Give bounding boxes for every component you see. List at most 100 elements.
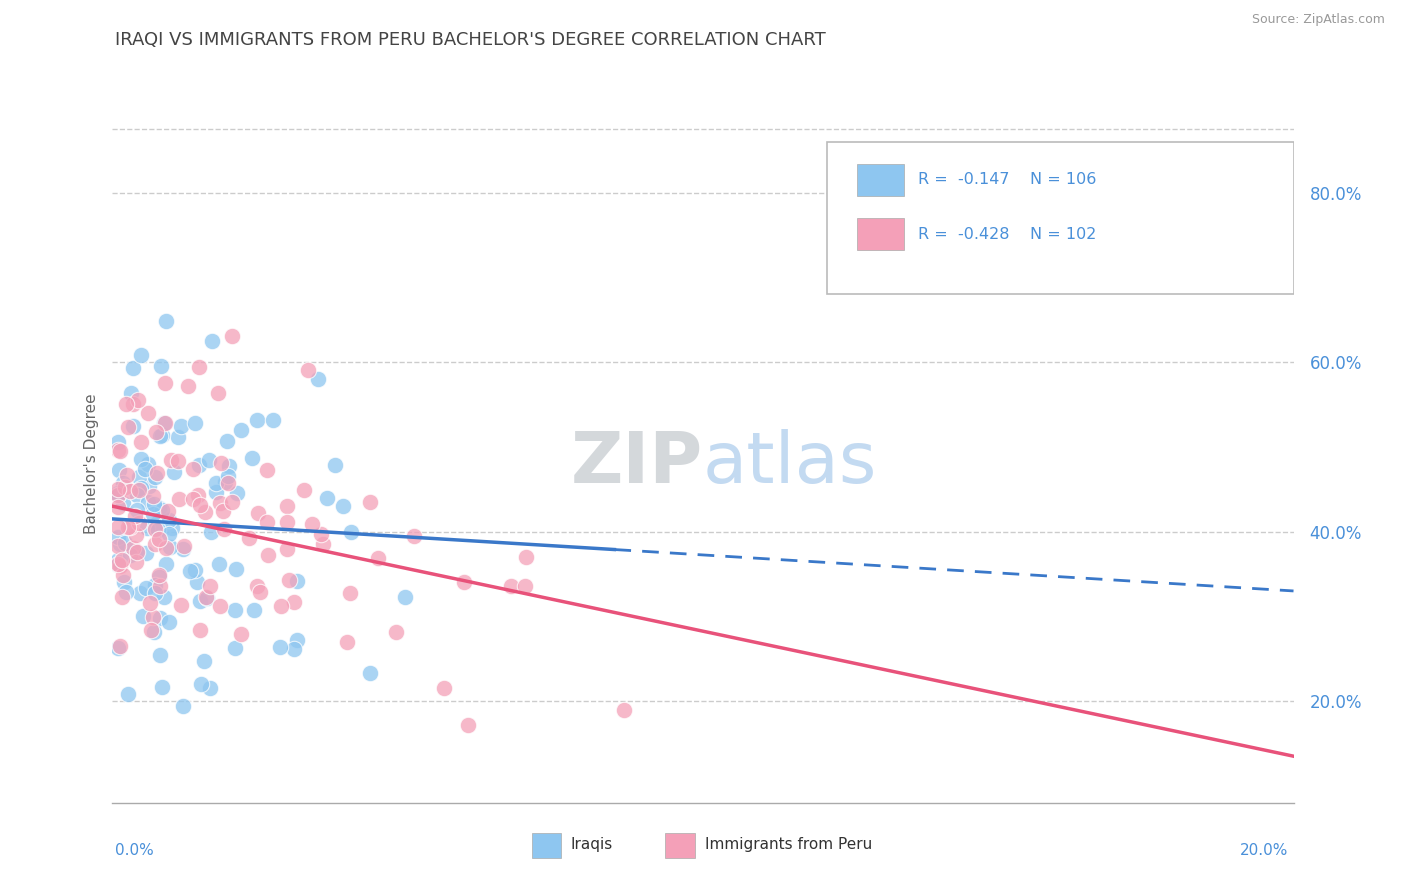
Point [257, 548, 280, 562]
Point [111, 591, 134, 605]
Point [179, 564, 201, 578]
Point [143, 536, 166, 550]
Point [208, 557, 231, 571]
Point [198, 452, 221, 467]
Point [217, 469, 239, 483]
Point [129, 451, 152, 466]
Point [146, 523, 169, 537]
Point [153, 416, 176, 430]
Point [276, 515, 298, 529]
Point [221, 328, 243, 343]
Y-axis label: Bachelor's Degree: Bachelor's Degree [83, 393, 98, 534]
Point [190, 677, 212, 691]
Point [131, 482, 153, 496]
Point [181, 462, 204, 476]
Point [187, 488, 209, 502]
Point [166, 430, 188, 444]
Point [110, 552, 132, 566]
Point [142, 497, 165, 511]
Point [143, 470, 166, 484]
Text: R =  -0.428    N = 102: R = -0.428 N = 102 [918, 227, 1097, 242]
Point [150, 680, 173, 694]
Point [138, 479, 160, 493]
Point [152, 416, 174, 430]
Point [155, 541, 177, 555]
Point [283, 642, 305, 657]
Point [156, 504, 179, 518]
Point [120, 386, 142, 401]
Point [177, 378, 200, 392]
Point [145, 522, 167, 536]
Text: ZIP: ZIP [571, 429, 703, 499]
Point [149, 429, 172, 443]
Point [162, 465, 184, 479]
Point [283, 595, 305, 609]
Point [112, 496, 135, 510]
Point [136, 521, 159, 535]
Point [269, 640, 291, 654]
Point [194, 506, 217, 520]
Point [270, 599, 292, 613]
Point [513, 579, 536, 593]
Point [515, 549, 537, 564]
Point [198, 578, 221, 592]
Point [226, 486, 249, 500]
Point [107, 539, 129, 553]
Point [186, 574, 208, 589]
Point [149, 579, 172, 593]
Point [107, 483, 129, 497]
Point [107, 519, 129, 533]
Text: atlas: atlas [703, 429, 877, 499]
Point [499, 579, 522, 593]
Bar [856, 163, 904, 196]
Point [107, 463, 129, 477]
Point [153, 376, 176, 390]
Text: 0.0%: 0.0% [115, 843, 155, 858]
Point [187, 458, 209, 472]
Bar [856, 218, 904, 251]
Point [188, 498, 211, 512]
Point [143, 586, 166, 600]
Point [131, 609, 153, 624]
Point [205, 485, 228, 500]
Point [453, 575, 475, 590]
Point [117, 420, 139, 434]
Point [243, 603, 266, 617]
Text: IRAQI VS IMMIGRANTS FROM PERU BACHELOR'S DEGREE CORRELATION CHART: IRAQI VS IMMIGRANTS FROM PERU BACHELOR'S… [115, 31, 827, 49]
Point [142, 507, 165, 521]
Point [107, 553, 129, 567]
Point [129, 435, 152, 450]
Point [148, 533, 170, 547]
Point [402, 529, 425, 543]
Point [107, 434, 129, 449]
Point [110, 639, 132, 653]
Point [112, 567, 135, 582]
Point [209, 456, 232, 470]
Point [148, 568, 170, 582]
Point [121, 541, 143, 555]
Point [172, 541, 194, 556]
Point [249, 584, 271, 599]
Point [276, 499, 298, 513]
Point [129, 586, 152, 600]
Point [224, 641, 246, 656]
Point [217, 476, 239, 491]
Point [225, 562, 247, 576]
Point [316, 491, 339, 505]
Point [336, 634, 359, 648]
Point [224, 603, 246, 617]
Point [112, 574, 135, 589]
Text: Source: ZipAtlas.com: Source: ZipAtlas.com [1251, 13, 1385, 27]
Point [107, 557, 129, 571]
Text: 20.0%: 20.0% [1240, 843, 1288, 858]
Point [157, 615, 180, 630]
Point [125, 528, 148, 542]
Point [184, 416, 207, 430]
Point [145, 467, 167, 481]
Point [107, 488, 129, 502]
Point [359, 494, 381, 508]
Point [129, 348, 152, 362]
Point [125, 545, 148, 559]
Point [613, 703, 636, 717]
Point [107, 558, 129, 573]
